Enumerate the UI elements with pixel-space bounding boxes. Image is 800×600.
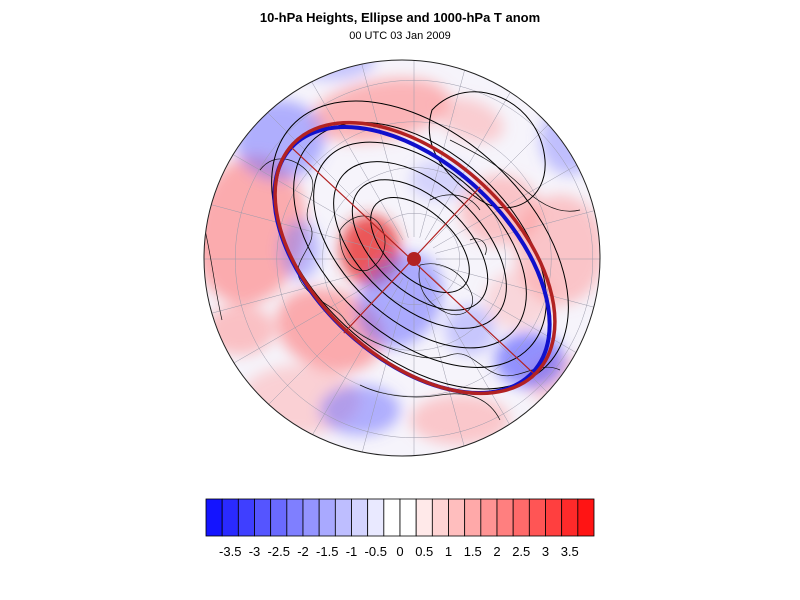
colorbar-label: -3 <box>249 544 261 559</box>
colorbar-box <box>334 498 352 537</box>
colorbar-box <box>302 498 320 537</box>
colorbar-box <box>318 498 336 537</box>
colorbar-label: -1 <box>346 544 358 559</box>
colorbar-box <box>577 498 595 537</box>
colorbar-label: 1.5 <box>464 544 482 559</box>
colorbar-box <box>480 498 498 537</box>
colorbar-box <box>237 498 255 537</box>
colorbar-boxes <box>205 498 595 537</box>
colorbar-label: 2 <box>493 544 500 559</box>
colorbar-label: 1 <box>445 544 452 559</box>
colorbar-label: -1.5 <box>316 544 338 559</box>
colorbar-box <box>415 498 433 537</box>
colorbar-label: 3.5 <box>561 544 579 559</box>
colorbar-box <box>367 498 385 537</box>
colorbar-label: 0 <box>396 544 403 559</box>
colorbar-box <box>561 498 579 537</box>
colorbar-box <box>205 498 223 537</box>
colorbar-label: 2.5 <box>512 544 530 559</box>
colorbar-box <box>383 498 401 537</box>
red-ellipse <box>273 120 557 396</box>
colorbar-box <box>528 498 546 537</box>
figure-subtitle: 00 UTC 03 Jan 2009 <box>349 30 451 42</box>
colorbar-label: -0.5 <box>365 544 387 559</box>
height-contours <box>271 91 569 390</box>
colorbar-box <box>286 498 304 537</box>
colorbar-label: 0.5 <box>415 544 433 559</box>
colorbar-box <box>545 498 563 537</box>
colorbar-box <box>512 498 530 537</box>
globe-outline <box>203 59 601 457</box>
colorbar-box <box>464 498 482 537</box>
colorbar-label: -2 <box>297 544 309 559</box>
ellipse-center-dot <box>407 252 421 266</box>
figure-title: 10-hPa Heights, Ellipse and 1000-hPa T a… <box>259 10 541 25</box>
colorbar-box <box>399 498 417 537</box>
colorbar-box <box>221 498 239 537</box>
colorbar-box <box>270 498 288 537</box>
colorbar-label: -3.5 <box>219 544 241 559</box>
colorbar-box <box>254 498 272 537</box>
colorbar-labels: -3.5 -3 -2.5 -2 -1.5 -1 -0.5 0 0.5 1 1.5 2 2.5 3 3.5 <box>219 544 579 559</box>
vortex-ellipse <box>272 120 557 396</box>
colorbar-label: 3 <box>542 544 549 559</box>
colorbar-box <box>448 498 466 537</box>
colorbar-box <box>351 498 369 537</box>
colorbar-label: -2.5 <box>268 544 290 559</box>
colorbar-box <box>431 498 449 537</box>
colorbar-box <box>496 498 514 537</box>
temperature-anomaly-shading <box>204 60 600 445</box>
